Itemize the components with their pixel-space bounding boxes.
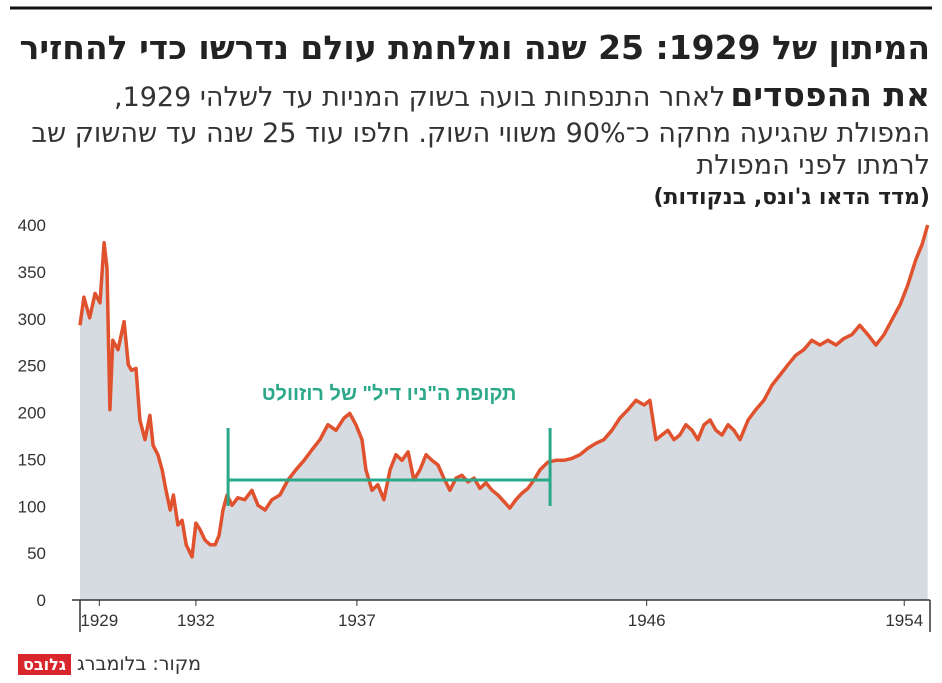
y-tick-label: 350 xyxy=(18,263,46,282)
unit-label: (מדד הדאו ג'ונס, בנקודות) xyxy=(653,185,930,210)
footer: מקור: בלומברג גלובס xyxy=(18,653,201,675)
logo: גלובס xyxy=(18,653,71,675)
x-tick-label: 1932 xyxy=(177,611,215,630)
line xyxy=(78,224,930,559)
x-tick-label: 1937 xyxy=(338,611,376,630)
y-tick-label: 200 xyxy=(18,404,46,423)
chart-title: המיתון של 1929: 25 שנה ומלחמת עולם נדרשו… xyxy=(19,28,930,114)
y-tick-label: 250 xyxy=(18,357,46,376)
x-tick-label: 1929 xyxy=(80,611,118,630)
x-tick-label: 1954 xyxy=(885,611,923,630)
x-tick-label: 1946 xyxy=(628,611,666,630)
annotation-text: תקופת ה"ניו דיל" של רוזוולט xyxy=(262,383,517,405)
header: המיתון של 1929: 25 שנה ומלחמת עולם נדרשו… xyxy=(15,24,930,214)
y-tick-label: 50 xyxy=(27,544,46,563)
area xyxy=(80,225,928,600)
y-tick-label: 100 xyxy=(18,497,46,516)
y-tick-label: 0 xyxy=(37,591,46,610)
chart-subtitle: לאחר התנפחות בועה בשוק המניות עד לשלהי 1… xyxy=(31,82,930,181)
y-tick-label: 300 xyxy=(18,310,46,329)
source: מקור: בלומברג xyxy=(76,653,202,675)
y-tick-label: 400 xyxy=(18,216,46,235)
y-tick-label: 150 xyxy=(18,450,46,469)
